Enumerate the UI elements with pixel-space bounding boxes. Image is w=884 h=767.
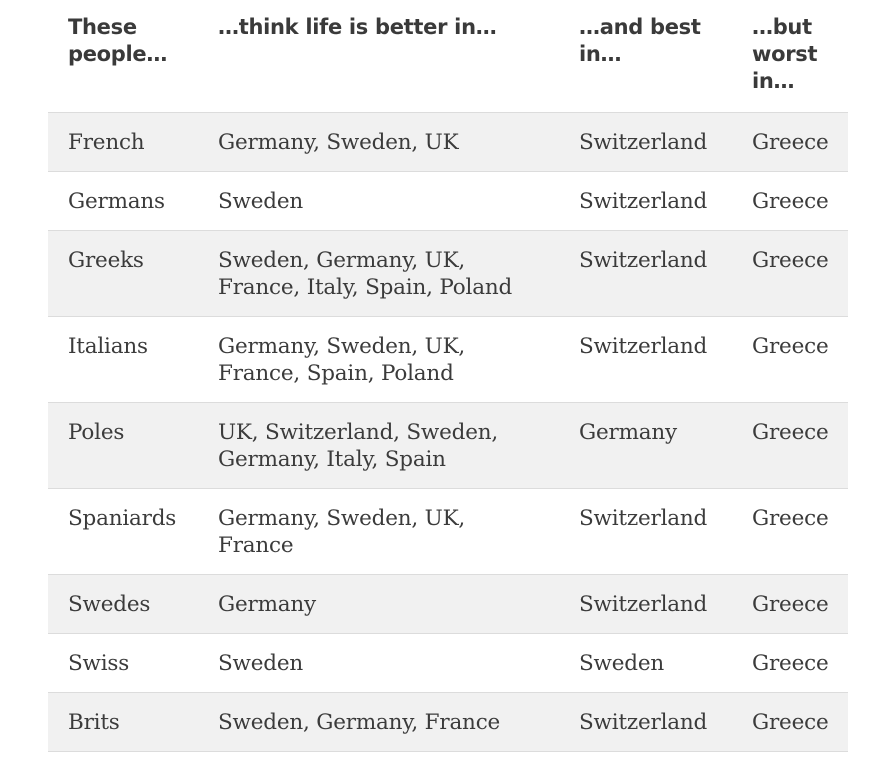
cell-people: French — [48, 112, 198, 172]
cell-people: Brits — [48, 692, 198, 752]
cell-people: Greeks — [48, 230, 198, 317]
cell-better-in: Germany, Sweden, UK, France — [198, 488, 559, 575]
table-row: Italians Germany, Sweden, UK, France, Sp… — [48, 316, 848, 403]
table-row: Swiss Sweden Sweden Greece — [48, 633, 848, 693]
cell-worst-in: Greece — [732, 692, 848, 752]
cell-better-in: Germany — [198, 574, 559, 634]
cell-better-in: Germany, Sweden, UK, France, Spain, Pola… — [198, 316, 559, 403]
cell-people: Germans — [48, 171, 198, 231]
cell-worst-in: Greece — [732, 230, 848, 317]
cell-better-in: Sweden, Germany, UK, France, Italy, Spai… — [198, 230, 559, 317]
cell-worst-in: Greece — [732, 574, 848, 634]
cell-better-in: Sweden — [198, 633, 559, 693]
cell-people: Poles — [48, 402, 198, 489]
table-row: French Germany, Sweden, UK Switzerland G… — [48, 112, 848, 172]
cell-people: Italians — [48, 316, 198, 403]
comparison-table-container: These people… …think life is better in… … — [48, 0, 848, 752]
table-header: These people… …think life is better in… … — [48, 0, 848, 113]
cell-better-in: UK, Switzerland, Sweden, Germany, Italy,… — [198, 402, 559, 489]
cell-better-in: Sweden — [198, 171, 559, 231]
cell-worst-in: Greece — [732, 488, 848, 575]
cell-best-in: Germany — [559, 402, 732, 489]
cell-best-in: Switzerland — [559, 692, 732, 752]
cell-best-in: Switzerland — [559, 574, 732, 634]
header-worst-in: …but worst in… — [732, 0, 848, 113]
cell-best-in: Switzerland — [559, 112, 732, 172]
cell-people: Swiss — [48, 633, 198, 693]
cell-worst-in: Greece — [732, 402, 848, 489]
cell-worst-in: Greece — [732, 112, 848, 172]
table-row: Greeks Sweden, Germany, UK, France, Ital… — [48, 230, 848, 317]
cell-better-in: Germany, Sweden, UK — [198, 112, 559, 172]
cell-best-in: Sweden — [559, 633, 732, 693]
cell-best-in: Switzerland — [559, 488, 732, 575]
table-row: Poles UK, Switzerland, Sweden, Germany, … — [48, 402, 848, 489]
cell-people: Spaniards — [48, 488, 198, 575]
table-row: Spaniards Germany, Sweden, UK, France Sw… — [48, 488, 848, 575]
cell-best-in: Switzerland — [559, 230, 732, 317]
cell-worst-in: Greece — [732, 171, 848, 231]
header-best-in: …and best in… — [559, 0, 732, 113]
cell-best-in: Switzerland — [559, 316, 732, 403]
cell-people: Swedes — [48, 574, 198, 634]
header-people: These people… — [48, 0, 198, 113]
cell-worst-in: Greece — [732, 633, 848, 693]
table-body: French Germany, Sweden, UK Switzerland G… — [48, 112, 848, 752]
comparison-table: These people… …think life is better in… … — [48, 0, 848, 752]
table-row: Germans Sweden Switzerland Greece — [48, 171, 848, 231]
header-row: These people… …think life is better in… … — [48, 0, 848, 113]
header-better-in: …think life is better in… — [198, 0, 559, 113]
table-row: Swedes Germany Switzerland Greece — [48, 574, 848, 634]
table-row: Brits Sweden, Germany, France Switzerlan… — [48, 692, 848, 752]
cell-better-in: Sweden, Germany, France — [198, 692, 559, 752]
cell-best-in: Switzerland — [559, 171, 732, 231]
cell-worst-in: Greece — [732, 316, 848, 403]
